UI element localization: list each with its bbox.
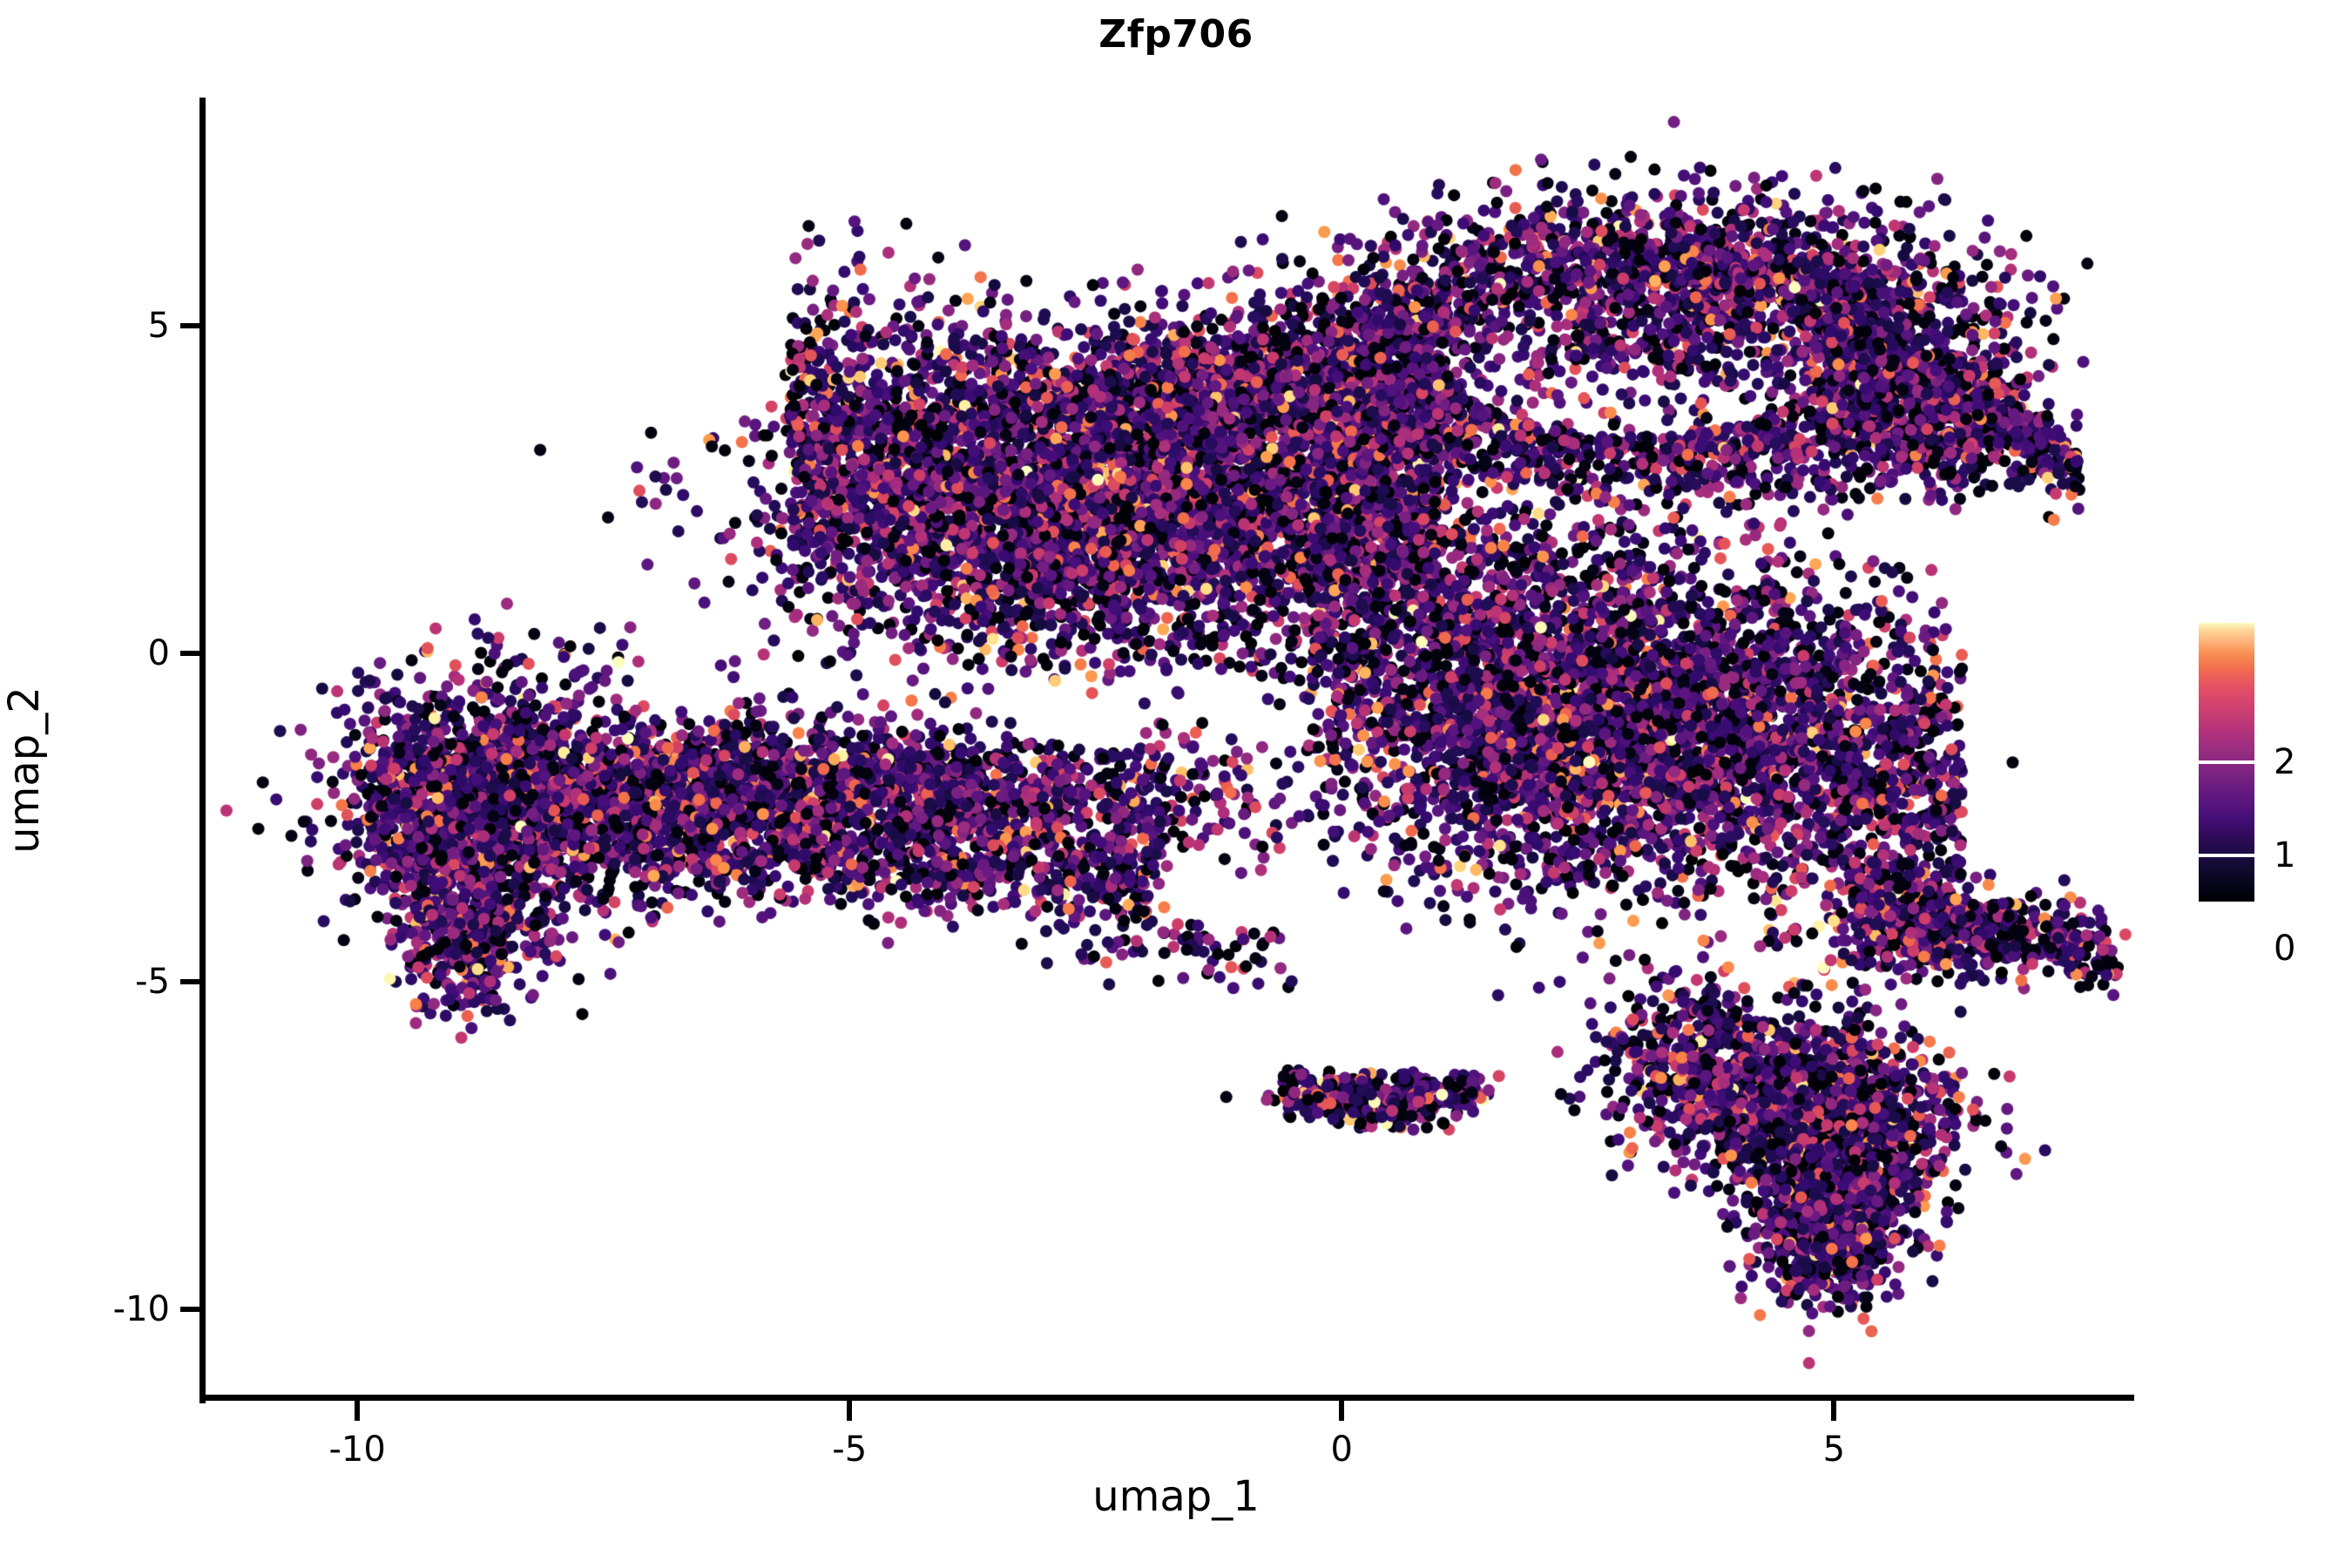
scatter-points-canvas xyxy=(205,103,2134,1398)
y-axis-label: umap_2 xyxy=(0,686,49,854)
y-tick-mark xyxy=(180,978,201,984)
y-axis-spine xyxy=(199,98,206,1403)
x-tick-label: 0 xyxy=(1330,1429,1353,1470)
colorbar[interactable]: 2 1 0 xyxy=(2199,623,2295,969)
x-tick-mark xyxy=(1339,1400,1345,1421)
x-tick-label: 5 xyxy=(1822,1429,1846,1470)
x-axis-spine xyxy=(199,1395,2134,1401)
colorbar-label-1: 1 xyxy=(2274,835,2296,875)
x-tick-mark xyxy=(1831,1400,1837,1421)
colorbar-tick-2 xyxy=(2199,760,2254,764)
scatter-plot-area[interactable] xyxy=(205,103,2134,1398)
y-tick-label: -10 xyxy=(112,1289,170,1330)
colorbar-label-0: 0 xyxy=(2274,929,2296,969)
colorbar-tick-1 xyxy=(2199,854,2254,857)
y-tick-label: 5 xyxy=(147,305,170,346)
x-tick-mark xyxy=(355,1400,361,1421)
chart-title: Zfp706 xyxy=(1098,12,1254,57)
y-tick-mark xyxy=(180,322,201,328)
x-tick-label: -5 xyxy=(832,1429,868,1470)
y-tick-label: 0 xyxy=(147,633,170,674)
y-tick-mark xyxy=(180,1307,201,1313)
x-tick-label: -10 xyxy=(328,1429,386,1470)
colorbar-label-2: 2 xyxy=(2274,742,2296,782)
x-axis-label: umap_1 xyxy=(1092,1472,1260,1521)
y-tick-label: -5 xyxy=(135,961,170,1002)
y-tick-mark xyxy=(180,651,201,657)
x-tick-mark xyxy=(847,1400,853,1421)
